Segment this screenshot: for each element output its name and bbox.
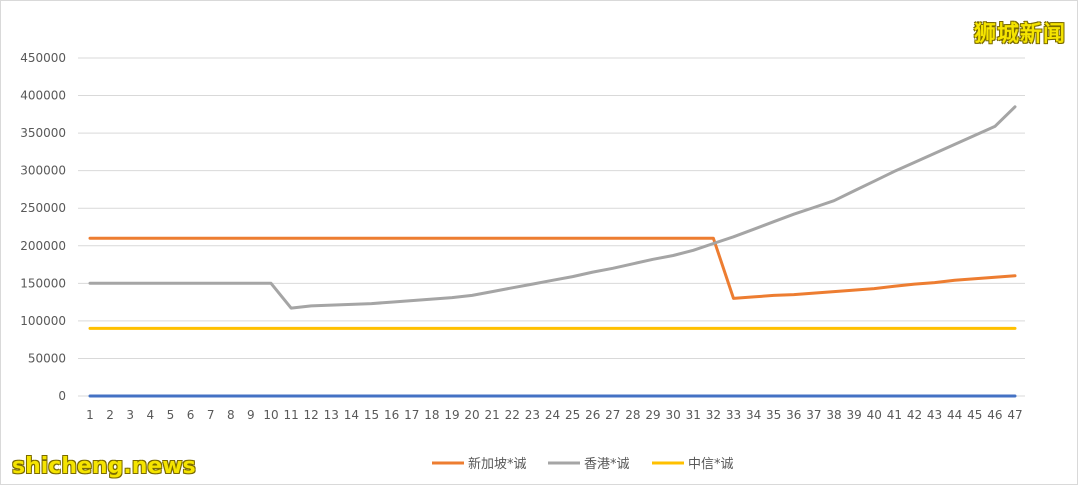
x-tick-label: 19	[444, 408, 459, 422]
series-lines	[88, 105, 1017, 398]
x-tick-label: 37	[806, 408, 821, 422]
x-tick-label: 39	[846, 408, 861, 422]
y-tick-label: 450000	[20, 51, 66, 65]
x-tick-label: 43	[927, 408, 942, 422]
x-tick-label: 35	[766, 408, 781, 422]
y-axis-ticks: 0 50000 100000 150000 200000 250000 300000 3500…	[20, 51, 66, 403]
legend-label: 香港*诚	[584, 457, 630, 472]
x-tick-label: 9	[247, 408, 255, 422]
x-tick-label: 4	[147, 408, 155, 422]
series-line	[88, 105, 1017, 310]
x-tick-label: 17	[404, 408, 419, 422]
x-tick-label: 3	[126, 408, 134, 422]
x-tick-label: 11	[283, 408, 298, 422]
x-tick-label: 20	[464, 408, 479, 422]
watermark-brand-url: shicheng.news	[12, 454, 196, 479]
x-tick-label: 16	[384, 408, 399, 422]
x-tick-label: 25	[565, 408, 580, 422]
legend-label: 中信*诚	[688, 457, 734, 472]
y-tick-label: 400000	[20, 89, 66, 103]
x-tick-label: 30	[666, 408, 681, 422]
y-tick-label: 50000	[28, 351, 66, 365]
x-tick-label: 45	[967, 408, 982, 422]
x-tick-label: 13	[324, 408, 339, 422]
gridlines	[78, 57, 1025, 397]
y-tick-label: 0	[58, 389, 66, 403]
x-tick-label: 36	[786, 408, 801, 422]
x-tick-label: 42	[907, 408, 922, 422]
legend-label: 新加坡*诚	[468, 456, 527, 472]
x-tick-label: 24	[545, 408, 560, 422]
x-tick-label: 34	[746, 408, 761, 422]
y-tick-label: 150000	[20, 276, 66, 290]
x-tick-label: 38	[826, 408, 841, 422]
y-tick-label: 350000	[20, 126, 66, 140]
y-tick-label: 300000	[20, 164, 66, 178]
x-tick-label: 14	[344, 408, 359, 422]
x-tick-label: 12	[304, 408, 319, 422]
x-tick-label: 26	[585, 408, 600, 422]
x-tick-label: 44	[947, 408, 962, 422]
x-tick-label: 32	[706, 408, 721, 422]
x-tick-label: 7	[207, 408, 215, 422]
x-tick-label: 29	[645, 408, 660, 422]
x-tick-label: 28	[625, 408, 640, 422]
x-tick-label: 31	[686, 408, 701, 422]
legend: 新加坡*诚 香港*诚 中信*诚	[432, 456, 734, 472]
x-tick-label: 18	[424, 408, 439, 422]
y-tick-label: 200000	[20, 239, 66, 253]
y-tick-label: 100000	[20, 314, 66, 328]
x-tick-label: 22	[505, 408, 520, 422]
x-axis-ticks: 1 2 3 4 5 6 7 8 9 10 11 12 13 14 15 16 17 18 19 20 21 22 23 24 2…	[86, 408, 1022, 422]
x-tick-label: 8	[227, 408, 235, 422]
x-tick-label: 21	[485, 408, 500, 422]
x-tick-label: 6	[187, 408, 195, 422]
x-tick-label: 15	[364, 408, 379, 422]
x-tick-label: 23	[525, 408, 540, 422]
y-tick-label: 250000	[20, 201, 66, 215]
x-tick-label: 47	[1007, 408, 1022, 422]
series-line	[88, 236, 1017, 300]
x-tick-label: 10	[263, 408, 278, 422]
x-tick-label: 1	[86, 408, 94, 422]
watermark-brand-chinese: 狮城新闻	[973, 22, 1066, 47]
x-tick-label: 40	[867, 408, 882, 422]
x-tick-label: 5	[167, 408, 175, 422]
x-tick-label: 46	[987, 408, 1002, 422]
x-tick-label: 41	[887, 408, 902, 422]
x-tick-label: 27	[605, 408, 620, 422]
x-tick-label: 33	[726, 408, 741, 422]
x-tick-label: 2	[106, 408, 114, 422]
